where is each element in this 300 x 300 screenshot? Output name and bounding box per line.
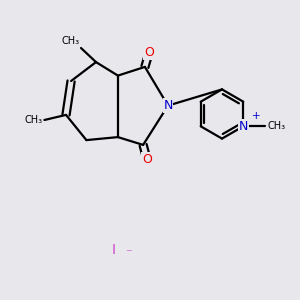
Text: I: I: [112, 244, 116, 257]
Text: N: N: [238, 120, 248, 133]
Text: +: +: [252, 111, 260, 121]
Text: O: O: [142, 153, 152, 166]
Text: CH₃: CH₃: [61, 36, 80, 46]
Text: O: O: [144, 46, 154, 59]
Text: CH₃: CH₃: [267, 121, 285, 131]
Text: CH₃: CH₃: [25, 115, 43, 125]
Text: ⁻: ⁻: [125, 247, 132, 260]
Text: N: N: [163, 99, 173, 112]
